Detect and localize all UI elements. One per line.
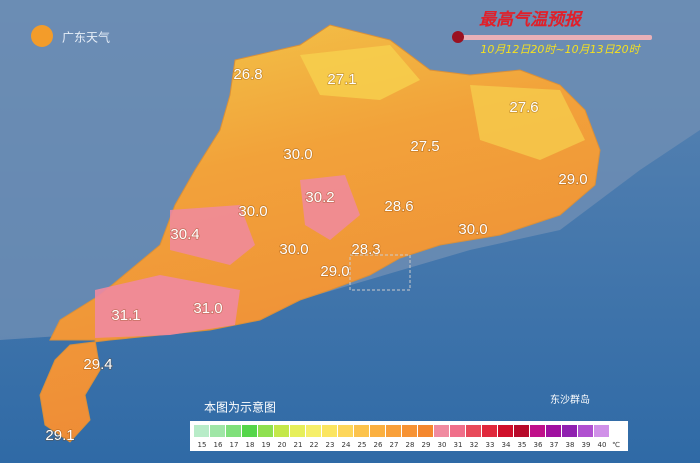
legend-label: 17	[230, 441, 239, 449]
city-temperature: 30.0	[279, 241, 308, 258]
legend-label: 18	[246, 441, 255, 449]
legend-swatch	[370, 425, 385, 437]
legend-swatch	[434, 425, 449, 437]
legend-label: 15	[198, 441, 207, 449]
city-temperature: 29.0	[320, 263, 349, 280]
title-bar	[456, 35, 652, 40]
legend-label: 27	[390, 441, 399, 449]
city-temperature: 30.0	[238, 203, 267, 220]
legend-label: 28	[406, 441, 415, 449]
legend-label: 23	[326, 441, 335, 449]
legend-label: 26	[374, 441, 383, 449]
legend-swatch	[418, 425, 433, 437]
legend-swatch	[322, 425, 337, 437]
legend-label: 33	[486, 441, 495, 449]
legend-swatch	[402, 425, 417, 437]
legend-swatch	[306, 425, 321, 437]
legend-swatch	[210, 425, 225, 437]
city-temperature: 27.6	[509, 99, 538, 116]
legend-swatch	[194, 425, 209, 437]
legend-swatch	[514, 425, 529, 437]
title: 最高气温预报	[479, 10, 584, 30]
mild-zone	[470, 85, 585, 160]
legend-swatch	[226, 425, 241, 437]
legend-label: 32	[470, 441, 479, 449]
subtitle: 10月12日20时~10月13日20时	[480, 43, 641, 56]
legend-swatch	[466, 425, 481, 437]
legend-label: 22	[310, 441, 319, 449]
legend-label: 24	[342, 441, 351, 449]
inset-box	[349, 254, 411, 291]
legend-label: 25	[358, 441, 367, 449]
legend-swatch	[242, 425, 257, 437]
legend-label: 39	[582, 441, 591, 449]
city-temperature: 30.0	[458, 221, 487, 238]
legend-label: 40	[598, 441, 607, 449]
legend-label: 16	[214, 441, 223, 449]
legend-swatch	[562, 425, 577, 437]
city-temperature: 27.1	[327, 71, 356, 88]
legend-label: 19	[262, 441, 271, 449]
legend-swatch	[498, 425, 513, 437]
city-temperature: 30.0	[283, 146, 312, 163]
city-temperature: 28.6	[384, 198, 413, 215]
note: 本图为示意图	[204, 400, 276, 415]
legend-swatch	[386, 425, 401, 437]
legend-label: 36	[534, 441, 543, 449]
city-temperature: 29.4	[83, 356, 112, 373]
city-temperature: 29.1	[45, 427, 74, 444]
legend-swatch	[290, 425, 305, 437]
legend-label: 34	[502, 441, 511, 449]
legend-label: 29	[422, 441, 431, 449]
city-temperature: 31.1	[111, 307, 140, 324]
legend-label: 20	[278, 441, 287, 449]
legend-unit: ℃	[612, 441, 620, 449]
city-temperature: 31.0	[193, 300, 222, 317]
city-temperature: 30.4	[170, 226, 199, 243]
city-temperature: 26.8	[233, 66, 262, 83]
city-temperature: 28.3	[351, 241, 380, 258]
mild-zone	[300, 45, 420, 100]
logo-text: 广东天气	[62, 30, 110, 45]
island-label: 东沙群岛	[550, 393, 590, 406]
city-temperature: 27.5	[410, 138, 439, 155]
legend-swatch	[578, 425, 593, 437]
legend-swatch	[546, 425, 561, 437]
legend-label: 21	[294, 441, 303, 449]
hot-zone	[300, 175, 360, 240]
hot-zone	[95, 275, 240, 338]
city-temperature: 29.0	[558, 171, 587, 188]
legend-label: 30	[438, 441, 447, 449]
legend-swatch	[530, 425, 545, 437]
legend-label: 35	[518, 441, 527, 449]
legend-label: 38	[566, 441, 575, 449]
title-bar-dot	[452, 31, 464, 43]
legend-swatch	[258, 425, 273, 437]
legend-swatch	[274, 425, 289, 437]
legend-swatch	[594, 425, 609, 437]
city-temperature: 30.2	[305, 189, 334, 206]
legend-label: 31	[454, 441, 463, 449]
legend-swatch	[354, 425, 369, 437]
legend-label: 37	[550, 441, 559, 449]
logo-icon	[31, 25, 53, 47]
legend-swatch	[482, 425, 497, 437]
hot-zone	[170, 205, 255, 265]
legend-swatch	[338, 425, 353, 437]
legend-swatch	[450, 425, 465, 437]
